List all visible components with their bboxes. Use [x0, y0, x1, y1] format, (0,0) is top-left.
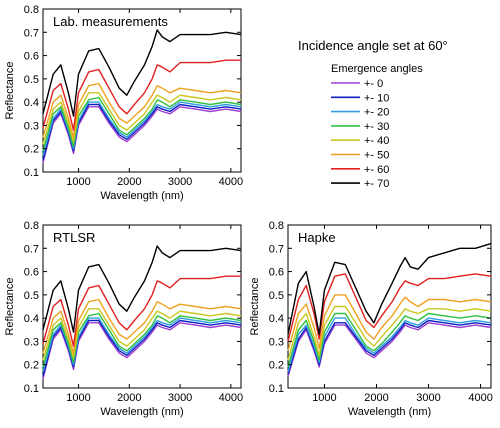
series-group [287, 242, 492, 377]
y-tick-label: 0.8 [269, 220, 284, 232]
y-tick-label: 0.1 [269, 383, 284, 395]
x-tick-label: 2000 [117, 392, 141, 404]
x-tick-label: 3000 [168, 176, 192, 188]
series-group [42, 29, 242, 163]
x-tick-label: 2000 [364, 392, 388, 404]
x-tick-label: 4000 [219, 176, 243, 188]
y-tick-label: 0.6 [24, 51, 39, 63]
legend-label: +- 30 [364, 121, 389, 133]
legend-label: +- 60 [364, 164, 389, 176]
series-line-3 [42, 312, 242, 368]
y-tick-label: 0.2 [269, 360, 284, 372]
legend-item: +- 30 [331, 121, 389, 133]
series-line-5 [287, 294, 492, 351]
legend-label: +- 50 [364, 150, 389, 162]
legend-item: +- 60 [331, 164, 389, 176]
panel-label: Lab. measurements [53, 14, 168, 29]
legend-label: +- 40 [364, 135, 389, 147]
chart-panels: 0.1 0.2 0.3 0.4 0.5 0.6 0.7 0.8 1000 2000 3000 4000… [4, 4, 493, 418]
legend-item: +- 50 [331, 150, 389, 162]
chart-panel-2: 0.1 0.2 0.3 0.4 0.5 0.6 0.7 0.8 1000 2000 3000 4000… [4, 220, 243, 418]
series-line-4 [42, 308, 242, 361]
x-tick-label: 1000 [66, 392, 90, 404]
series-group [42, 245, 242, 379]
y-tick-label: 0.8 [24, 220, 39, 232]
y-tick-label: 0.1 [24, 167, 39, 179]
x-tick-label: 3000 [416, 392, 440, 404]
y-tick-label: 0.6 [269, 267, 284, 279]
panel-label: Hapke [298, 230, 336, 245]
series-line-3 [42, 96, 242, 152]
series-line-5 [42, 82, 242, 138]
incidence-angle-label: Incidence angle set at 60° [298, 38, 448, 53]
panel-label: RTLSR [53, 230, 95, 245]
series-line-7 [42, 245, 242, 333]
legend-label: +- 70 [364, 178, 389, 190]
y-tick-label: 0.2 [24, 360, 39, 372]
legend: Emergence angles +- 0 +- 10 +- 20 +- 30 +- 4… [331, 63, 423, 190]
x-axis-label: Wavelength (nm) [348, 406, 431, 418]
y-tick-label: 0.7 [24, 27, 39, 39]
y-tick-label: 0.3 [24, 336, 39, 348]
x-tick-label: 2000 [117, 176, 141, 188]
series-line-3 [287, 312, 492, 368]
y-axis-label: Reflectance [4, 61, 16, 119]
y-tick-label: 0.2 [24, 144, 39, 156]
series-line-6 [287, 273, 492, 342]
y-tick-label: 0.5 [269, 290, 284, 302]
legend-label: +- 0 [364, 78, 383, 90]
chart-panel-3: 0.1 0.2 0.3 0.4 0.5 0.6 0.7 0.8 1000 2000 3000 4000… [249, 220, 493, 418]
y-tick-label: 0.7 [269, 243, 284, 255]
x-tick-label: 4000 [219, 392, 243, 404]
y-tick-label: 0.1 [24, 383, 39, 395]
y-axis-label: Reflectance [249, 277, 261, 335]
series-line-7 [42, 29, 242, 117]
x-axis-label: Wavelength (nm) [100, 406, 183, 418]
y-tick-label: 0.3 [24, 120, 39, 132]
series-line-2 [287, 317, 492, 372]
y-tick-label: 0.3 [269, 336, 284, 348]
y-tick-label: 0.4 [269, 313, 284, 325]
legend-label: +- 20 [364, 107, 389, 119]
y-axis-label: Reflectance [4, 277, 16, 335]
plot-frame [42, 224, 242, 389]
y-tick-label: 0.5 [24, 74, 39, 86]
series-line-5 [42, 298, 242, 354]
x-tick-label: 1000 [312, 392, 336, 404]
y-tick-label: 0.5 [24, 290, 39, 302]
series-line-4 [287, 305, 492, 361]
series-line-4 [42, 92, 242, 145]
legend-item: +- 0 [331, 78, 383, 90]
legend-item: +- 70 [331, 178, 389, 190]
y-tick-label: 0.6 [24, 267, 39, 279]
x-tick-label: 3000 [168, 392, 192, 404]
legend-item: +- 40 [331, 135, 389, 147]
y-tick-label: 0.4 [24, 313, 39, 325]
legend-item: +- 20 [331, 107, 389, 119]
plot-frame [42, 8, 242, 173]
series-line-7 [287, 242, 492, 336]
y-tick-label: 0.7 [24, 243, 39, 255]
chart-panel-1: 0.1 0.2 0.3 0.4 0.5 0.6 0.7 0.8 1000 2000 3000 4000… [4, 4, 243, 202]
series-line-6 [42, 275, 241, 347]
plot-frame [287, 224, 492, 389]
series-line-6 [42, 59, 241, 131]
y-tick-label: 0.4 [24, 97, 39, 109]
y-tick-label: 0.8 [24, 4, 39, 16]
legend-label: +- 10 [364, 92, 389, 104]
x-axis-label: Wavelength (nm) [100, 190, 183, 202]
legend-heading: Emergence angles [331, 63, 423, 75]
legend-item: +- 10 [331, 92, 389, 104]
x-tick-label: 4000 [468, 392, 492, 404]
x-tick-label: 1000 [66, 176, 90, 188]
